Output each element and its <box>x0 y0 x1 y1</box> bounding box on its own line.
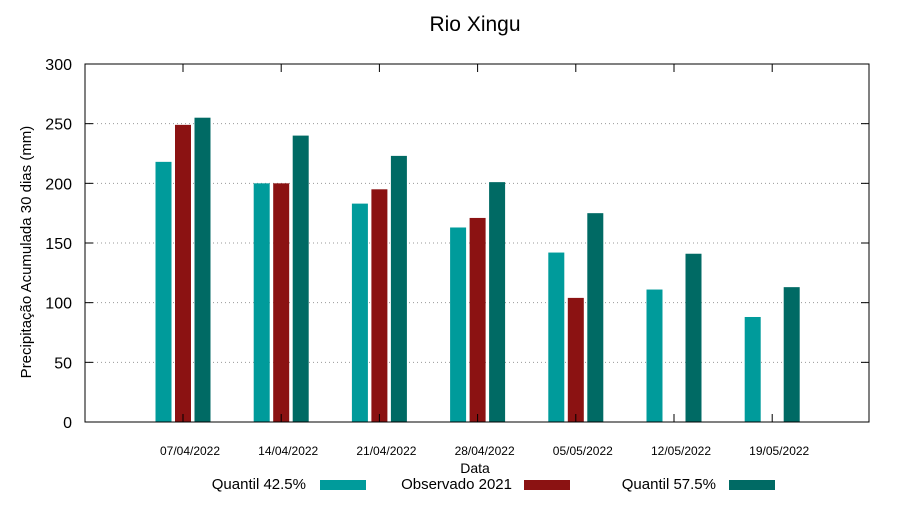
legend-label: Quantil 42.5% <box>212 476 306 493</box>
y-tick-label: 100 <box>45 296 72 313</box>
bar-observado-2021 <box>175 124 191 423</box>
bar-quantil-57 <box>292 135 309 422</box>
bar-observado-2021 <box>469 217 486 422</box>
x-tick-label: 12/05/2022 <box>651 444 711 458</box>
legend-label: Quantil 57.5% <box>622 476 716 493</box>
legend-swatch <box>320 480 366 490</box>
chart-title: Rio Xingu <box>429 13 520 36</box>
bars-group <box>155 117 800 423</box>
bar-quantil-57 <box>685 253 702 422</box>
bar-quantil-42 <box>253 183 270 422</box>
bar-quantil-57 <box>489 182 506 422</box>
x-tick-label: 21/04/2022 <box>356 444 416 458</box>
x-axis-label: Data <box>460 460 490 476</box>
x-tick-label: 28/04/2022 <box>455 444 515 458</box>
bar-quantil-57 <box>194 117 211 422</box>
x-tick-label: 05/05/2022 <box>553 444 613 458</box>
bar-quantil-57 <box>390 155 407 423</box>
legend: Quantil 42.5% Observado 2021 Quantil 57.5% <box>212 476 775 493</box>
bar-observado-2021 <box>371 189 388 422</box>
bar-quantil-42 <box>351 203 368 422</box>
bar-quantil-42 <box>646 289 663 422</box>
bar-quantil-42 <box>450 227 467 422</box>
y-axis-label: Precipitação Acumulada 30 dias (mm) <box>18 126 35 379</box>
x-tick-label: 14/04/2022 <box>258 444 318 458</box>
x-tick-label: 07/04/2022 <box>160 444 220 458</box>
legend-swatch <box>524 480 570 490</box>
bar-quantil-42 <box>548 252 565 422</box>
legend-label: Observado 2021 <box>401 476 512 493</box>
bar-observado-2021 <box>567 297 584 422</box>
y-tick-label: 200 <box>45 176 72 193</box>
y-tick-label: 150 <box>45 236 72 253</box>
y-tick-label: 300 <box>45 57 72 74</box>
y-tick-label: 50 <box>54 355 72 372</box>
axis-ticks: 0 50 100 150 200 250 300 07/04/2022 14/04/2022 21… <box>45 57 869 458</box>
bar-quantil-57 <box>587 213 604 422</box>
y-tick-label: 250 <box>45 117 72 134</box>
bar-quantil-42 <box>744 316 761 422</box>
bar-quantil-42 <box>155 161 172 422</box>
bar-observado-2021 <box>273 183 290 422</box>
x-tick-label: 19/05/2022 <box>749 444 809 458</box>
legend-swatch <box>729 480 775 490</box>
y-tick-label: 0 <box>63 415 72 432</box>
bar-quantil-57 <box>783 287 800 422</box>
